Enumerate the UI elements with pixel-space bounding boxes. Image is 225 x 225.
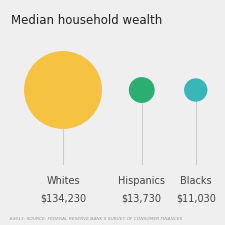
Text: Whites: Whites <box>46 176 80 185</box>
Text: $13,730: $13,730 <box>122 194 162 203</box>
Text: #2013: SOURCE: FEDERAL RESERVE BANK'S SURVEY OF CONSUMER FINANCES: #2013: SOURCE: FEDERAL RESERVE BANK'S SU… <box>9 216 182 220</box>
Text: Blacks: Blacks <box>180 176 211 185</box>
Text: $11,030: $11,030 <box>176 194 216 203</box>
Text: $134,230: $134,230 <box>40 194 86 203</box>
Text: Hispanics: Hispanics <box>118 176 165 185</box>
Circle shape <box>25 52 101 128</box>
Circle shape <box>185 79 207 101</box>
Text: Median household wealth: Median household wealth <box>11 14 162 27</box>
Circle shape <box>130 78 154 102</box>
